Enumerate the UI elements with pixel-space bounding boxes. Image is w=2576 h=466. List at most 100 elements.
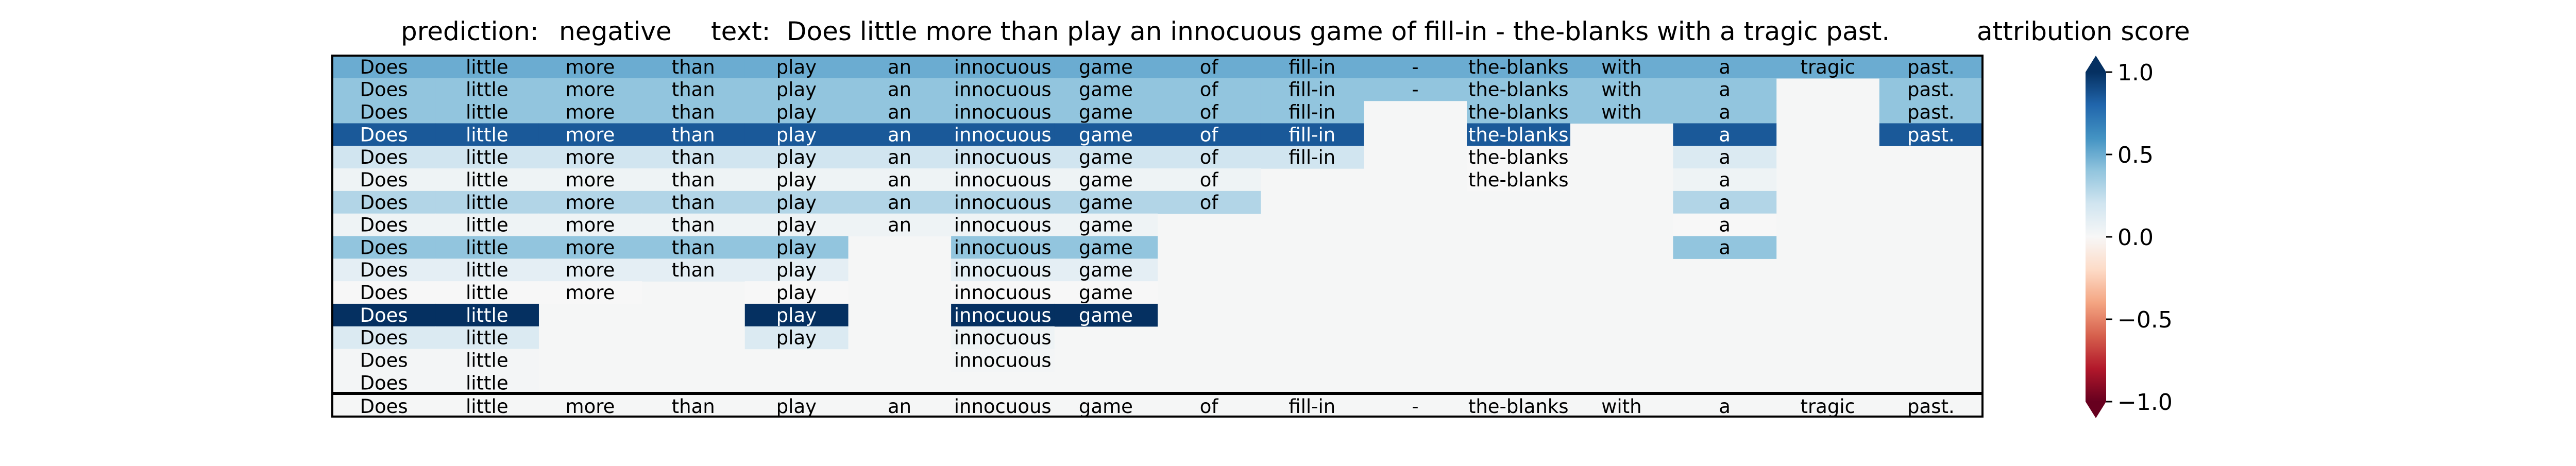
cell-token-label: than — [672, 214, 715, 236]
cell-token-label: more — [566, 124, 615, 146]
cell-token-label: the-blanks — [1468, 169, 1569, 191]
cell-token-label: the-blanks — [1468, 146, 1569, 168]
cell-token-label: past. — [1907, 124, 1955, 146]
heatmap-cell — [332, 371, 436, 394]
cell-token-label: play — [776, 304, 817, 326]
cell-token-label: past. — [1907, 56, 1955, 78]
cell-token-label: little — [466, 124, 509, 146]
cell-token-label: a — [1719, 56, 1731, 78]
cell-token-label: the-blanks — [1468, 101, 1569, 124]
heatmap-cell — [1879, 78, 1983, 101]
cell-token-label: innocuous — [954, 259, 1052, 281]
cell-token-label: innocuous — [954, 146, 1052, 168]
heatmap-cell — [1467, 78, 1570, 101]
heatmap-cell — [332, 191, 436, 214]
cell-token-label: play — [776, 282, 817, 304]
cell-token-label: game — [1079, 79, 1133, 101]
heatmap-cell — [744, 326, 849, 350]
heatmap-cell — [1054, 56, 1158, 79]
heatmap-cell — [744, 303, 849, 327]
title-text-value: Does little more than play an innocuous … — [787, 16, 1890, 46]
cell-token-label: of — [1200, 192, 1219, 214]
heatmap-cell — [1054, 213, 1158, 237]
heatmap-cell — [1054, 191, 1158, 214]
cell-token-label: innocuous — [954, 236, 1052, 258]
cell-token-label: than — [672, 259, 715, 281]
heatmap-cell — [538, 100, 642, 124]
heatmap-cell — [332, 303, 436, 327]
colorbar: 1.0 0.5 0.0 −0.5 −1.0 — [2086, 56, 2173, 418]
heatmap-cell — [538, 236, 642, 259]
heatmap-cell — [332, 258, 436, 282]
cell-token-label: past. — [1907, 101, 1955, 124]
heatmap-cell — [1673, 123, 1777, 146]
cell-token-label: little — [466, 56, 509, 78]
cell-token-label: Does — [360, 124, 408, 146]
cell-token-label: fill-in — [1289, 124, 1335, 146]
cell-token-label: play — [776, 259, 817, 281]
cell-token-label: Does — [360, 146, 408, 168]
cell-token-label: innocuous — [954, 101, 1052, 124]
heatmap-cell — [435, 213, 539, 237]
heatmap-cell — [538, 258, 642, 282]
heatmap-cell — [744, 56, 849, 79]
colorbar-ticks: 1.0 0.5 0.0 −0.5 −1.0 — [2106, 60, 2173, 416]
heatmap-cell — [641, 123, 745, 146]
heatmap-cell — [538, 213, 642, 237]
cell-token-label: more — [566, 79, 615, 101]
cell-token-label: Does — [360, 56, 408, 78]
heatmap-cell — [1260, 78, 1364, 101]
heatmap-cell — [744, 146, 849, 169]
cell-token-label: little — [466, 282, 509, 304]
heatmap-cell — [744, 78, 849, 101]
cell-token-label: play — [776, 56, 817, 78]
cell-token-label: game — [1079, 56, 1133, 78]
cell-token-label: innocuous — [954, 79, 1052, 101]
cell-token-label: of — [1200, 169, 1219, 191]
cell-token-label: the-blanks — [1468, 79, 1569, 101]
heatmap-cell — [332, 236, 436, 259]
colorbar-tick-label: −1.0 — [2117, 389, 2173, 416]
reference-token-label: game — [1079, 395, 1133, 418]
heatmap-cell — [1673, 191, 1777, 214]
heatmap-cell — [848, 78, 952, 101]
heatmap-cell — [1776, 56, 1880, 79]
heatmap-cell — [641, 191, 745, 214]
cell-token-label: Does — [360, 169, 408, 191]
heatmap-cell — [1673, 146, 1777, 169]
reference-token-label: a — [1719, 395, 1731, 418]
heatmap-cell — [1879, 56, 1983, 79]
heatmap-cell — [641, 258, 745, 282]
cell-token-label: Does — [360, 192, 408, 214]
cell-token-label: more — [566, 192, 615, 214]
heatmap-cell — [1570, 100, 1674, 124]
cell-token-label: - — [1412, 79, 1418, 101]
cell-token-label: a — [1719, 146, 1731, 168]
reference-token-label: fill-in — [1289, 395, 1335, 418]
heatmap-cell — [848, 213, 952, 237]
cell-token-label: innocuous — [954, 214, 1052, 236]
cell-token-label: game — [1079, 304, 1133, 326]
cell-token-label: an — [888, 79, 911, 101]
cell-token-label: little — [466, 349, 509, 371]
cell-token-label: a — [1719, 214, 1731, 236]
heatmap-cell — [744, 213, 849, 237]
heatmap-cell — [1467, 146, 1570, 169]
heatmap-cell — [332, 349, 436, 372]
heatmap-cell — [538, 281, 642, 304]
heatmap-cell — [1157, 56, 1261, 79]
heatmap-cell — [641, 56, 745, 79]
cell-token-label: an — [888, 192, 911, 214]
cell-token-label: an — [888, 146, 911, 168]
cell-token-label: an — [888, 101, 911, 124]
cell-token-label: than — [672, 124, 715, 146]
heatmap-cell — [641, 236, 745, 259]
cell-token-label: an — [888, 56, 911, 78]
colorbar-gradient — [2086, 72, 2106, 402]
heatmap-cell — [435, 236, 539, 259]
heatmap-cell — [1673, 168, 1777, 192]
cell-token-label: the-blanks — [1468, 56, 1569, 78]
cell-token-label: game — [1079, 259, 1133, 281]
heatmap-cell — [951, 281, 1055, 304]
